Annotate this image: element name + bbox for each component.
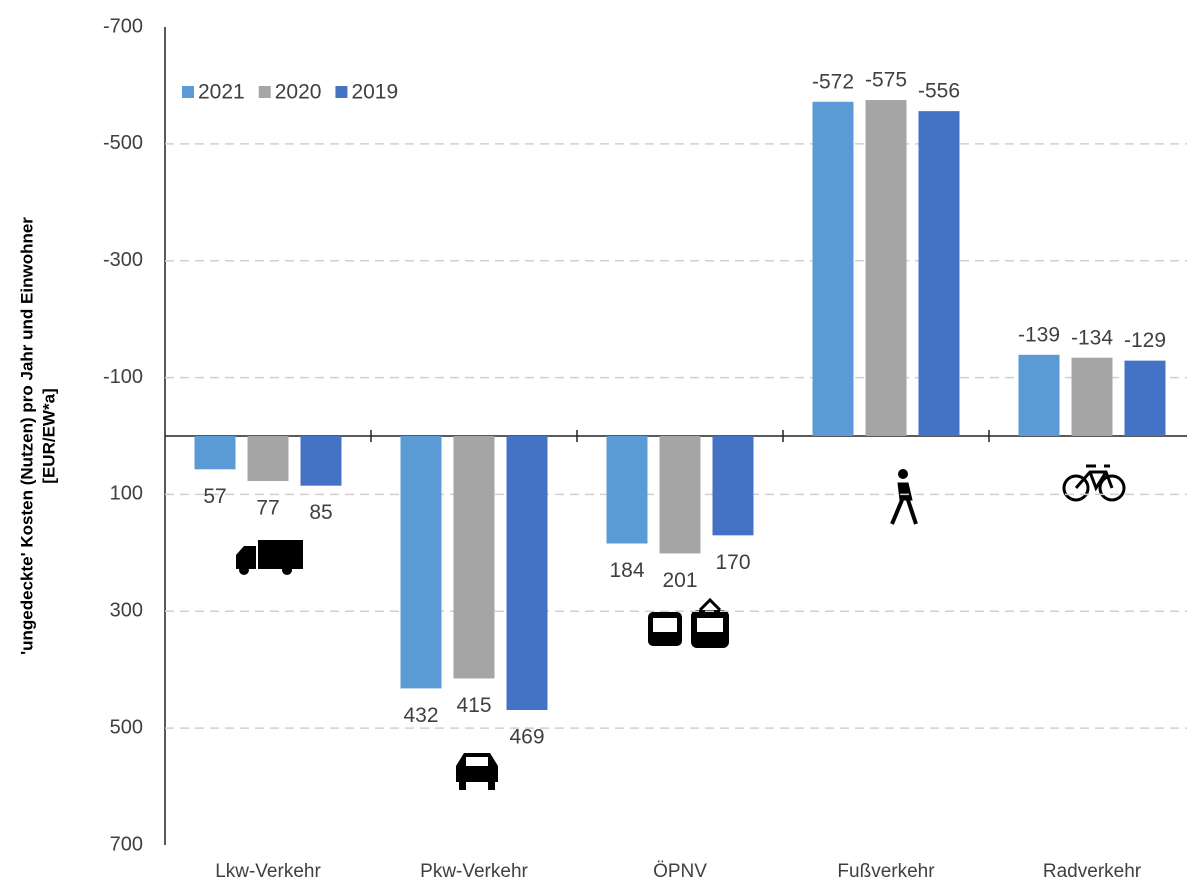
bar xyxy=(1018,354,1060,436)
bar xyxy=(300,436,342,486)
bar xyxy=(918,111,960,436)
value-label: 469 xyxy=(509,726,544,749)
x-tick-label: ÖPNV xyxy=(653,861,707,882)
bar xyxy=(506,436,548,711)
y-tick-label: 700 xyxy=(110,833,143,855)
value-label: -139 xyxy=(1018,323,1060,346)
y-axis-title-line: [EUR/EW*a] xyxy=(39,388,58,483)
bicycle-icon xyxy=(1062,464,1126,502)
y-tick-label: -100 xyxy=(103,366,143,388)
bar xyxy=(453,436,495,679)
value-label: 170 xyxy=(715,551,750,574)
legend-label: 2020 xyxy=(275,81,322,104)
value-label: -575 xyxy=(865,69,907,92)
legend-swatch xyxy=(335,86,348,98)
bar xyxy=(400,436,442,689)
x-tick-label: Lkw-Verkehr xyxy=(215,861,321,882)
bar xyxy=(606,436,648,544)
value-label: 432 xyxy=(403,704,438,727)
y-tick-label: -500 xyxy=(103,132,143,154)
bar xyxy=(247,436,289,481)
value-label: -134 xyxy=(1071,326,1113,349)
bar xyxy=(865,100,907,437)
value-label: 77 xyxy=(256,497,279,520)
legend-swatch xyxy=(258,86,271,98)
bar xyxy=(659,436,701,554)
y-axis-title-line: 'ungedeckte' Kosten (Nutzen) pro Jahr un… xyxy=(17,217,36,655)
y-tick-label: 300 xyxy=(110,600,143,622)
x-tick-label: Radverkehr xyxy=(1043,861,1142,882)
value-label: -129 xyxy=(1124,329,1166,352)
y-tick-label: 100 xyxy=(110,483,143,505)
y-tick-label: -700 xyxy=(103,15,143,37)
value-label: 201 xyxy=(662,569,697,592)
value-label: 57 xyxy=(203,485,226,508)
bar xyxy=(712,436,754,536)
y-tick-label: -300 xyxy=(103,249,143,271)
legend-label: 2021 xyxy=(198,81,245,104)
x-tick-label: Fußverkehr xyxy=(837,861,935,882)
x-tick-label: Pkw-Verkehr xyxy=(420,861,528,882)
y-axis-title: 'ungedeckte' Kosten (Nutzen) pro Jahr un… xyxy=(17,217,58,655)
value-label: 415 xyxy=(456,694,491,717)
bar xyxy=(194,436,236,470)
truck-icon xyxy=(236,540,303,575)
legend-label: 2019 xyxy=(351,81,398,104)
y-tick-label: 500 xyxy=(110,716,143,738)
value-label: 85 xyxy=(309,501,332,524)
pedestrian-icon xyxy=(890,469,918,525)
bus-tram-icon xyxy=(648,597,729,648)
bar xyxy=(1071,357,1113,436)
legend-swatch xyxy=(182,86,194,98)
value-label: -572 xyxy=(812,70,854,93)
car-icon xyxy=(456,753,498,790)
bar xyxy=(812,101,854,436)
value-label: -556 xyxy=(918,80,960,103)
bar xyxy=(1124,360,1166,436)
value-label: 184 xyxy=(609,559,644,582)
